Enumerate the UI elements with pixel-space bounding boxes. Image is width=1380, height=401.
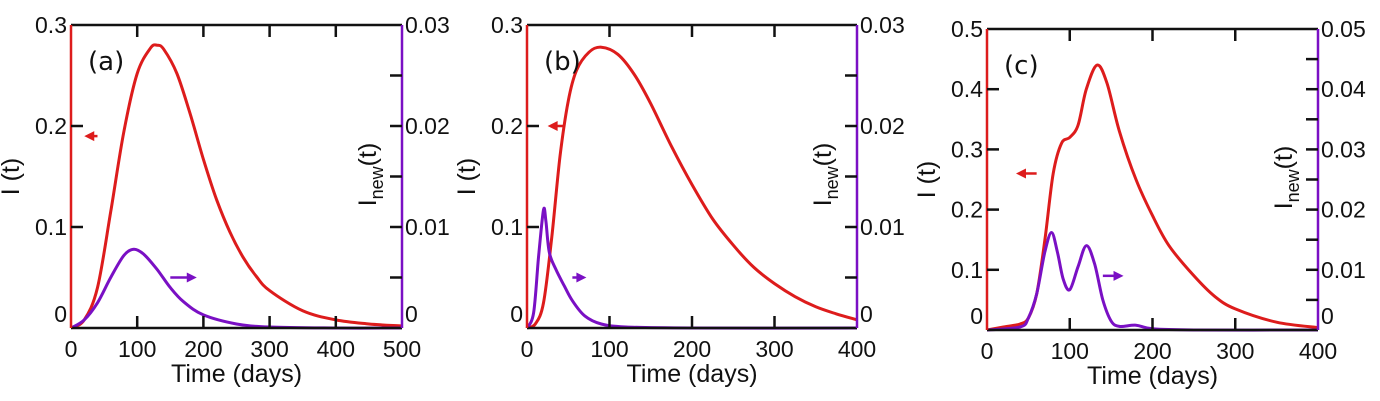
y-left-axis-label: I (t) <box>0 158 25 196</box>
series-line-I <box>526 45 858 330</box>
x-axis-label: Time (days) <box>626 360 757 388</box>
y-right-axis-label: Inew(t) <box>809 143 842 207</box>
y-left-tick-label: 0.2 <box>35 113 67 139</box>
y-right-tick-label: 0.02 <box>860 113 905 139</box>
panel-a: 0 100 200 300 400 500 0 0.1 0.2 0.3 0 0.01 0.02 0.03 T… <box>0 12 450 388</box>
y-right-tick-label: 0.04 <box>1321 76 1366 102</box>
panel-label: (a) <box>88 47 124 77</box>
x-tick-label: 0 <box>65 336 78 362</box>
y-right-axis-label: Inew(t) <box>354 143 387 207</box>
panel-label: (b) <box>544 47 581 77</box>
y-right-label-sub: new <box>367 165 387 199</box>
y-left-tick-label: 0.4 <box>951 76 983 102</box>
y-left-tick-label: 0 <box>54 301 67 327</box>
series-line-Inew <box>525 206 858 330</box>
series-line-Inew <box>70 247 403 330</box>
y-right-tick-label: 0.01 <box>1321 257 1366 283</box>
arrow-right-icon <box>572 272 587 283</box>
y-right-tick-label: 0.02 <box>405 113 450 139</box>
y-left-tick-label: 0.3 <box>35 12 67 38</box>
y-right-tick-label: 0.03 <box>860 12 905 38</box>
arrow-left-icon <box>84 131 98 142</box>
x-tick-label: 0 <box>521 336 534 362</box>
y-right-label-tail: (t) <box>354 143 382 167</box>
y-left-tick-label: 0.1 <box>951 257 983 283</box>
y-right-label-sub: new <box>1283 168 1303 202</box>
y-right-label-main: I <box>809 199 837 206</box>
panel-b: 0 100 200 300 400 0 0.1 0.2 0.3 0 0.01 0.02 0.03 Time… <box>453 12 905 388</box>
x-tick-label: 200 <box>673 336 711 362</box>
x-tick-label: 100 <box>1051 338 1089 364</box>
x-tick-label: 100 <box>118 336 156 362</box>
x-tick-label: 400 <box>838 336 876 362</box>
y-right-tick-label: 0 <box>405 301 418 327</box>
y-right-tick-label: 0.03 <box>1321 136 1366 162</box>
y-left-axis-label: I (t) <box>913 161 941 199</box>
y-right-tick-label: 0.01 <box>405 214 450 240</box>
x-tick-label: 400 <box>317 336 355 362</box>
x-axis-label: Time (days) <box>1087 362 1218 390</box>
y-left-tick-label: 0.2 <box>491 113 523 139</box>
y-right-label-tail: (t) <box>1270 146 1298 170</box>
x-tick-label: 400 <box>1299 338 1337 364</box>
x-tick-label: 200 <box>1133 338 1171 364</box>
y-left-tick-label: 0 <box>970 303 983 329</box>
panel-label: (c) <box>1004 51 1039 81</box>
x-tick-label: 0 <box>981 338 994 364</box>
y-left-tick-label: 0.3 <box>491 12 523 38</box>
x-tick-label: 200 <box>184 336 222 362</box>
y-left-tick-label: 0.1 <box>35 214 67 240</box>
panel-c: 0 100 200 300 400 0 0.1 0.2 0.3 0.4 0.5 0 0.01 0.02 0.… <box>913 16 1366 390</box>
series-line-I <box>70 43 403 330</box>
y-left-tick-label: 0.3 <box>951 136 983 162</box>
y-right-label-main: I <box>354 199 382 206</box>
y-right-tick-label: 0.05 <box>1321 16 1366 42</box>
x-tick-label: 300 <box>1216 338 1254 364</box>
y-right-tick-label: 0 <box>860 301 873 327</box>
y-left-tick-label: 0.1 <box>491 214 523 240</box>
x-tick-label: 300 <box>250 336 288 362</box>
y-left-tick-label: 0.5 <box>951 16 983 42</box>
x-tick-label: 300 <box>755 336 793 362</box>
arrow-right-icon <box>1102 270 1124 281</box>
arrow-right-icon <box>170 272 197 283</box>
series-line-Inew <box>986 231 1319 332</box>
y-right-label-sub: new <box>822 165 842 199</box>
y-right-tick-label: 0.03 <box>405 12 450 38</box>
x-tick-label: 500 <box>383 336 421 362</box>
y-right-tick-label: 0.01 <box>860 214 905 240</box>
y-left-tick-label: 0.2 <box>951 197 983 223</box>
y-right-label-main: I <box>1270 202 1298 209</box>
y-right-label-tail: (t) <box>809 143 837 167</box>
arrow-left-icon <box>547 121 565 131</box>
y-right-axis-label: Inew(t) <box>1270 146 1303 210</box>
arrow-left-icon <box>1015 168 1037 179</box>
y-left-axis-label: I (t) <box>453 158 481 196</box>
y-right-tick-label: 0.02 <box>1321 197 1366 223</box>
y-right-tick-label: 0 <box>1321 303 1334 329</box>
x-axis-label: Time (days) <box>171 360 302 388</box>
y-left-tick-label: 0 <box>510 301 523 327</box>
x-tick-label: 100 <box>590 336 628 362</box>
